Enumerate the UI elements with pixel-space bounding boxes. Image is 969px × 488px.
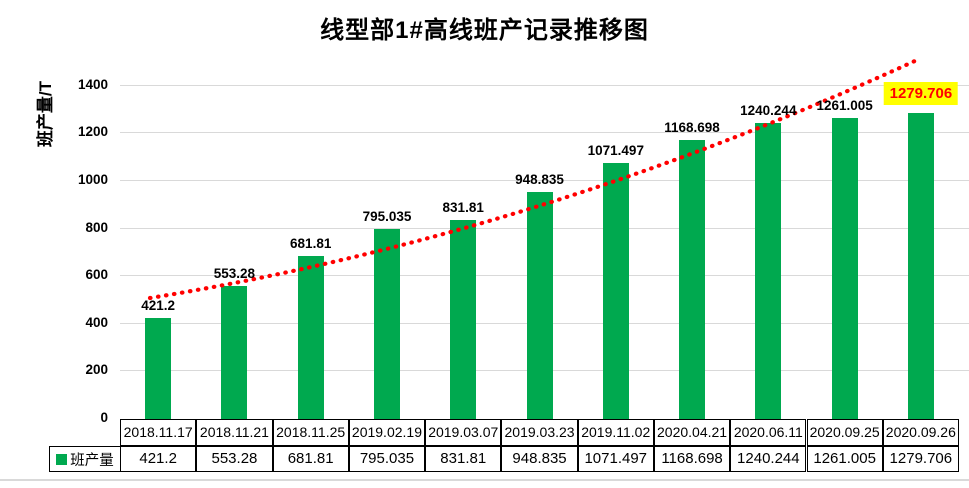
- table-date-cell: 2019.03.07: [425, 419, 502, 446]
- table-date-cell: 2019.02.19: [348, 419, 426, 446]
- table-value-cell: 553.28: [196, 446, 273, 472]
- table-date-cell: 2020.09.26: [882, 419, 959, 446]
- table-value-cell: 795.035: [348, 446, 426, 472]
- table-date-cell: 2018.11.21: [196, 419, 273, 446]
- ytick-label-800: 800: [85, 219, 108, 235]
- table-date-cell: 2019.11.02: [577, 419, 654, 446]
- bar-2019.02.19: [374, 228, 400, 419]
- chart-title: 线型部1#高线班产记录推移图: [320, 17, 649, 44]
- table-value-cell: 1168.698: [653, 446, 731, 472]
- data-label-2020.09.25: 1261.005: [816, 97, 873, 113]
- gridline-1400: [120, 84, 969, 86]
- bar-2020.04.21: [679, 139, 705, 419]
- bar-2018.11.17: [145, 317, 172, 419]
- y-axis-title: 班产量/T: [36, 80, 55, 148]
- data-label-2019.02.19: 795.035: [362, 208, 412, 224]
- bar-2020.09.26: [907, 113, 934, 419]
- bar-2019.11.02: [602, 162, 629, 419]
- data-label-2018.11.21: 553.28: [213, 266, 256, 282]
- data-label-2018.11.17: 421.2: [141, 297, 175, 313]
- ytick-label-0: 0: [100, 410, 108, 425]
- table-value-cell: 831.81: [425, 446, 502, 472]
- table-date-cell: 2020.04.21: [653, 419, 731, 446]
- table-date-cell: 2018.11.25: [272, 419, 349, 446]
- bar-2019.03.07: [450, 219, 477, 419]
- table-value-cell: 1071.497: [577, 446, 654, 472]
- ytick-label-1000: 1000: [77, 171, 108, 187]
- series-marker-icon: [56, 453, 68, 465]
- bar-2018.11.21: [221, 286, 248, 419]
- table-value-cell: 1261.005: [806, 446, 883, 472]
- ytick-label-1400: 1400: [77, 76, 108, 92]
- data-label-2019.03.07: 831.81: [442, 199, 484, 215]
- ytick-label-400: 400: [85, 314, 108, 330]
- legend-label: 班产量: [70, 452, 114, 469]
- table-value-cell: 681.81: [272, 446, 349, 472]
- table-date-cell: 2020.06.11: [730, 419, 807, 446]
- data-label-2019.03.23: 948.835: [515, 172, 564, 188]
- bar-2018.11.25: [297, 255, 324, 419]
- data-label-2018.11.25: 681.81: [290, 235, 332, 251]
- ytick-label-1200: 1200: [77, 124, 108, 140]
- bar-2019.03.23: [526, 192, 553, 419]
- table-value-cell: 948.835: [501, 446, 578, 472]
- ytick-label-600: 600: [85, 267, 108, 283]
- legend-cell: 班产量: [49, 446, 121, 472]
- table-date-cell: 2020.09.25: [806, 419, 883, 446]
- bar-2020.09.25: [831, 117, 858, 419]
- data-label-highlighted-2020.09.26: 1279.706: [883, 82, 959, 106]
- bar-2020.06.11: [755, 122, 782, 419]
- ytick-label-200: 200: [85, 362, 108, 378]
- table-value-cell: 1279.706: [882, 446, 959, 472]
- data-label-2019.11.02: 1071.497: [587, 142, 644, 158]
- data-label-2020.04.21: 1168.698: [664, 119, 720, 135]
- chart-border-bottom: [0, 479, 969, 481]
- data-label-2020.06.11: 1240.244: [740, 102, 797, 118]
- table-date-cell: 2018.11.17: [120, 419, 197, 446]
- table-date-cell: 2019.03.23: [501, 419, 578, 446]
- table-value-cell: 421.2: [120, 446, 197, 472]
- table-value-cell: 1240.244: [730, 446, 807, 472]
